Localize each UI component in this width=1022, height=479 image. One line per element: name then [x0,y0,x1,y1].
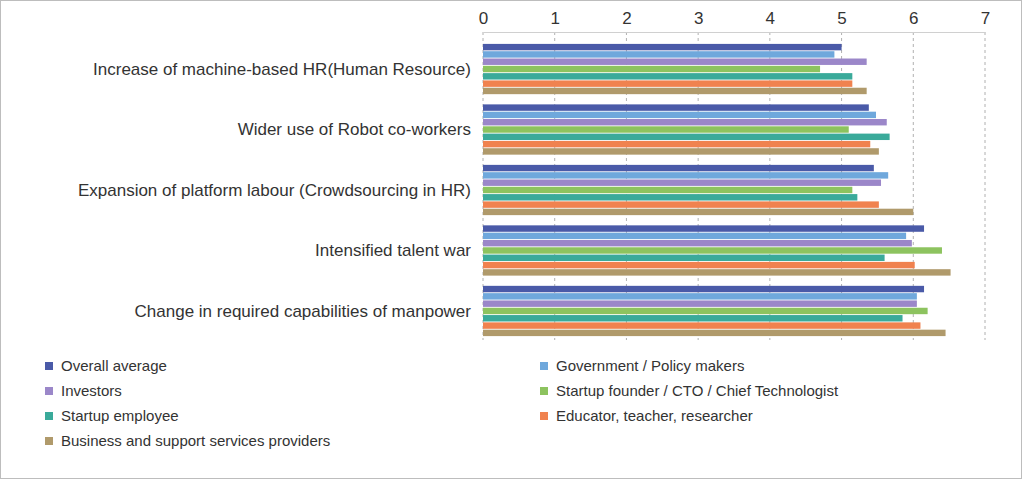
legend-swatch [45,387,53,395]
legend-label: Startup founder / CTO / Chief Technologi… [556,382,839,399]
bar [483,293,917,299]
legend-label: Overall average [61,357,167,374]
bar [483,148,879,154]
legend-label: Business and support services providers [61,432,330,449]
tick: 4 [766,9,775,32]
chart: 0 1 2 3 4 5 6 7 Increase of machine-based HR(Hum… [0,0,1022,479]
tick-label: 1 [550,9,559,28]
tick-label: 6 [909,9,918,28]
tick-label: 5 [837,9,846,28]
category-label: Expansion of platform labour (Crowdsourc… [78,181,471,200]
bar [483,194,857,200]
bars [483,44,951,336]
tick: 1 [550,9,559,32]
legend: Overall average Government / Policy maker… [45,357,839,449]
legend-swatch [540,387,548,395]
bar [483,322,920,328]
bar [483,134,890,140]
legend-item: Startup employee [45,407,179,424]
bar [483,330,946,336]
category-labels: Increase of machine-based HR(Human Resou… [78,60,471,321]
bar [483,262,915,268]
legend-item: Government / Policy makers [540,357,744,374]
category-label: Wider use of Robot co-workers [238,120,471,139]
bar [483,308,928,314]
frame [1,1,1022,479]
axis-line [484,32,986,33]
bar [483,88,867,94]
tick: 7 [981,9,990,32]
bar [483,233,906,239]
tick-label: 3 [694,9,703,28]
bar [483,73,852,79]
legend-item: Startup founder / CTO / Chief Technologi… [540,382,839,399]
legend-item: Educator, teacher, researcher [540,407,753,424]
tick: 2 [622,9,631,32]
bar [483,225,924,231]
bar [483,300,917,306]
legend-swatch [45,437,53,445]
bar [483,141,870,147]
bar [483,112,876,118]
bar [483,44,842,50]
tick-label: 2 [622,9,631,28]
legend-item: Investors [45,382,122,399]
legend-swatch [45,412,53,420]
tick: 0 [479,9,488,32]
bar [483,286,924,292]
bar [483,201,879,207]
bar [483,59,867,65]
bar [483,80,852,86]
tick-label: 0 [479,9,488,28]
grid [483,32,985,340]
bar [483,119,887,125]
bar [483,247,942,253]
legend-label: Government / Policy makers [556,357,744,374]
bar [483,255,885,261]
tick-label: 7 [981,9,990,28]
bar [483,315,903,321]
bar [483,126,849,132]
bar [483,66,820,72]
legend-swatch [45,362,53,370]
legend-label: Educator, teacher, researcher [556,407,753,424]
legend-swatch [540,362,548,370]
tick: 5 [837,9,846,32]
bar [483,187,852,193]
grid-line [985,32,986,340]
category-label: Intensified talent war [315,241,471,260]
bar [483,240,912,246]
legend-item: Business and support services providers [45,432,330,449]
legend-item: Overall average [45,357,167,374]
x-axis: 0 1 2 3 4 5 6 7 [479,9,990,33]
legend-label: Investors [61,382,122,399]
bar [483,179,881,185]
tick: 6 [909,9,918,32]
tick: 3 [694,9,703,32]
bar [483,104,869,110]
bar [483,209,913,215]
legend-swatch [540,412,548,420]
category-label: Change in required capabilities of manpo… [135,302,472,321]
bar [483,172,888,178]
category-label: Increase of machine-based HR(Human Resou… [93,60,471,79]
legend-label: Startup employee [61,407,179,424]
bar [483,51,834,57]
bar [483,269,951,275]
bar [483,165,874,171]
tick-label: 4 [766,9,775,28]
